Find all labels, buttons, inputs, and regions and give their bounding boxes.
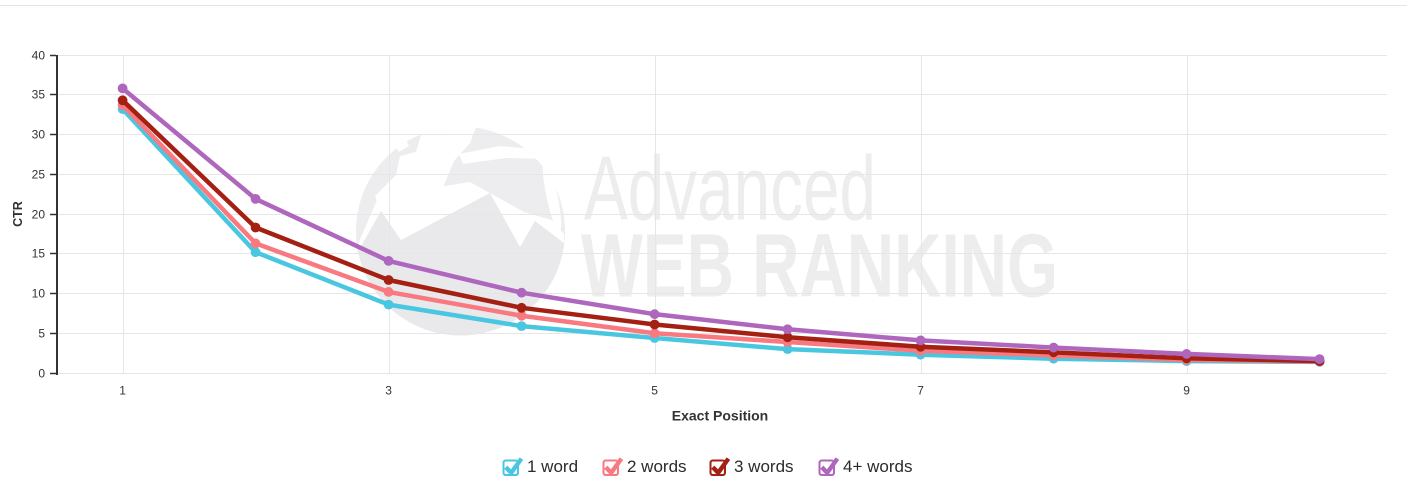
svg-text:5: 5 [651,384,658,398]
svg-text:Advanced: Advanced [584,139,876,240]
svg-text:20: 20 [32,208,46,222]
svg-text:15: 15 [32,247,46,261]
svg-text:35: 35 [32,88,46,102]
svg-text:7: 7 [917,384,924,398]
svg-text:Exact Position: Exact Position [672,408,768,424]
svg-text:1: 1 [119,384,126,398]
svg-text:25: 25 [32,168,46,182]
svg-text:3: 3 [385,384,392,398]
svg-text:5: 5 [38,327,45,341]
svg-text:40: 40 [32,49,46,63]
svg-text:0: 0 [38,367,45,381]
svg-text:10: 10 [32,287,46,301]
svg-text:30: 30 [32,128,46,142]
svg-text:CTR: CTR [11,201,25,227]
svg-text:9: 9 [1183,384,1190,398]
svg-text:WEB RANKING: WEB RANKING [581,217,1058,317]
